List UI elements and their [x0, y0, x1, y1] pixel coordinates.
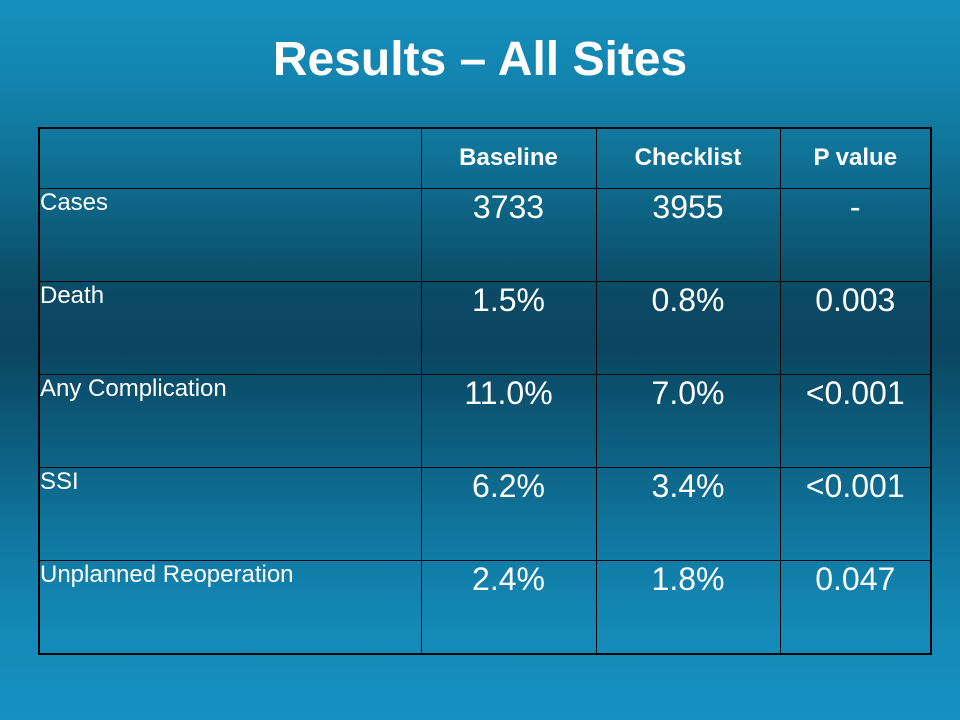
table-row-any-complication: Any Complication 11.0% 7.0% <0.001: [38, 374, 932, 469]
checklist-value: 1.8%: [595, 560, 781, 655]
column-header-p-value: P value: [779, 127, 932, 189]
table-row-death: Death 1.5% 0.8% 0.003: [38, 280, 932, 376]
row-label: Any Complication: [38, 374, 422, 469]
baseline-value: 6.2%: [420, 467, 597, 562]
table-row-ssi: SSI 6.2% 3.4% <0.001: [38, 467, 932, 562]
row-label: Unplanned Reoperation: [38, 560, 422, 655]
checklist-value: 3.4%: [595, 467, 781, 562]
checklist-value: 3955: [595, 187, 781, 282]
table-corner-cell: [38, 127, 422, 189]
table-header-row: Baseline Checklist P value: [38, 127, 932, 189]
p-value: -: [779, 187, 932, 282]
p-value: <0.001: [779, 467, 932, 562]
table-row-unplanned-reoperation: Unplanned Reoperation 2.4% 1.8% 0.047: [38, 560, 932, 655]
checklist-value: 0.8%: [595, 280, 781, 376]
column-header-checklist: Checklist: [595, 127, 781, 189]
baseline-value: 2.4%: [420, 560, 597, 655]
table-row-cases: Cases 3733 3955 -: [38, 187, 932, 282]
row-label: SSI: [38, 467, 422, 562]
baseline-value: 11.0%: [420, 374, 597, 469]
results-table: Baseline Checklist P value Cases 3733 39…: [38, 127, 932, 655]
row-label: Cases: [38, 187, 422, 282]
p-value: 0.003: [779, 280, 932, 376]
p-value: 0.047: [779, 560, 932, 655]
baseline-value: 3733: [420, 187, 597, 282]
p-value: <0.001: [779, 374, 932, 469]
checklist-value: 7.0%: [595, 374, 781, 469]
slide-title: Results – All Sites: [272, 33, 688, 86]
row-label: Death: [38, 280, 422, 376]
baseline-value: 1.5%: [420, 280, 597, 376]
column-header-baseline: Baseline: [420, 127, 597, 189]
